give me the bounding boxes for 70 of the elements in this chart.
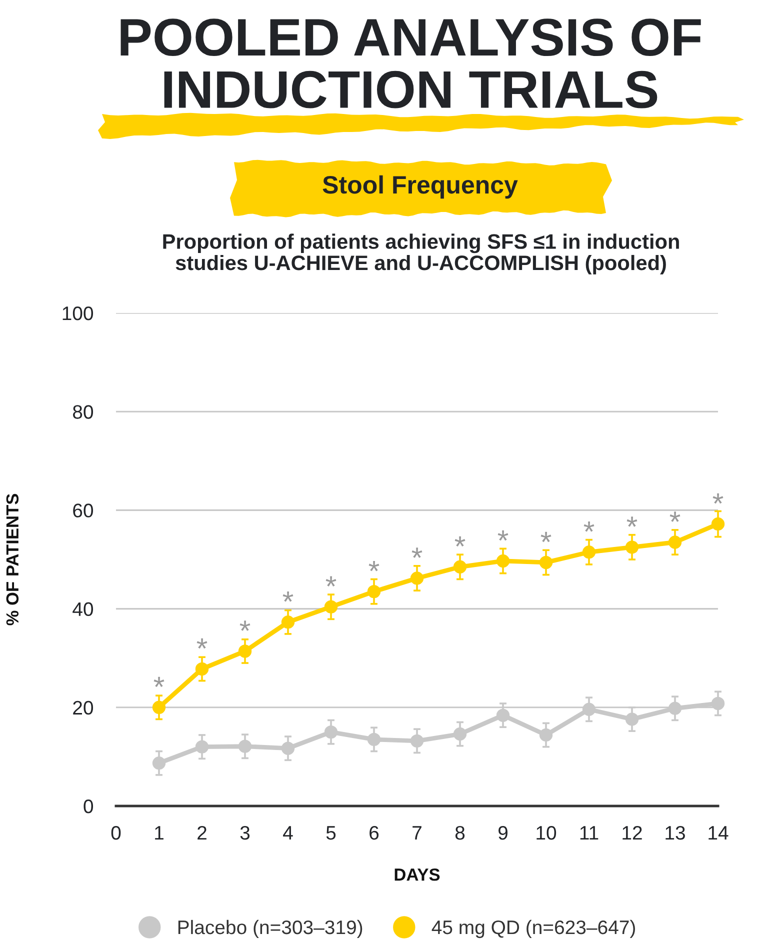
point: [453, 727, 467, 741]
point: [582, 546, 596, 559]
annotation: *: [412, 548, 422, 558]
y-axis-title: % OF PATIENTS: [6, 494, 19, 626]
x-tick-label: 1: [155, 826, 164, 840]
point: [668, 702, 682, 715]
legend-label: 45 mg QD (n=623–647): [432, 920, 635, 938]
point: [453, 560, 467, 574]
point: [496, 554, 510, 568]
x-tick-label: 2: [198, 826, 206, 840]
x-tick-label: 9: [498, 826, 508, 840]
annotation: *: [626, 516, 638, 527]
x-tick-label: 8: [455, 826, 465, 840]
annotation: *: [712, 493, 724, 504]
annotation: *: [368, 560, 380, 572]
annotation: *: [670, 512, 680, 522]
y-tick-label: 80: [72, 405, 94, 419]
y-tick-label: 40: [72, 602, 94, 616]
point: [711, 517, 725, 531]
point: [238, 740, 252, 753]
x-tick-label: 12: [622, 826, 642, 840]
point: [281, 616, 295, 629]
annotation: *: [584, 522, 594, 532]
annotation: *: [498, 530, 508, 541]
x-tick-label: 14: [708, 826, 728, 840]
point: [367, 732, 381, 746]
point: [410, 572, 424, 585]
y-tick-label: 60: [73, 504, 94, 518]
point: [625, 712, 639, 726]
x-tick-label: 0: [111, 826, 121, 840]
point: [539, 556, 553, 570]
point: [281, 742, 295, 755]
annotation: *: [540, 532, 552, 542]
annotation: *: [240, 620, 250, 631]
point: [195, 740, 209, 754]
x-tick-label: 13: [666, 826, 685, 840]
chart-title: POOLED ANALYSIS OF INDUCTION TRIALS: [120, 18, 701, 108]
point: [324, 600, 338, 614]
y-tick-label: 0: [84, 799, 94, 814]
annotation: *: [454, 536, 466, 547]
x-axis-title: DAYS: [394, 868, 440, 881]
point: [625, 540, 639, 554]
x-tick-label: 6: [370, 826, 379, 840]
y-tick-label: 100: [62, 306, 94, 320]
point: [195, 662, 209, 676]
x-tick-label: 3: [240, 826, 250, 840]
point: [582, 702, 596, 716]
x-tick-label: 10: [536, 826, 556, 840]
x-tick-label: 4: [283, 826, 293, 840]
point: [324, 725, 338, 739]
point: [539, 728, 553, 742]
point: [496, 708, 510, 722]
annotation: *: [282, 592, 294, 602]
text: Proportion of patients achieving SFS ≤1 in induction studies U-ACHIEVE and U-ACCOMPLISH (pooled): [163, 234, 679, 274]
point: [711, 696, 725, 710]
y-tick-label: 20: [73, 700, 94, 715]
annotation: *: [196, 638, 208, 649]
point: [668, 536, 682, 549]
point: [152, 756, 166, 770]
point: [367, 584, 381, 598]
point: [238, 644, 252, 658]
point: [410, 734, 424, 748]
x-tick-label: 11: [580, 826, 598, 840]
annotation: *: [326, 576, 336, 586]
point: [152, 700, 166, 714]
annotation: *: [154, 676, 164, 688]
legend-label: Placebo (n=303–319): [178, 920, 362, 938]
x-tick-label: 7: [412, 826, 422, 840]
chart-subtitle: Stool Frequency: [322, 175, 518, 199]
x-tick-label: 5: [326, 826, 336, 840]
